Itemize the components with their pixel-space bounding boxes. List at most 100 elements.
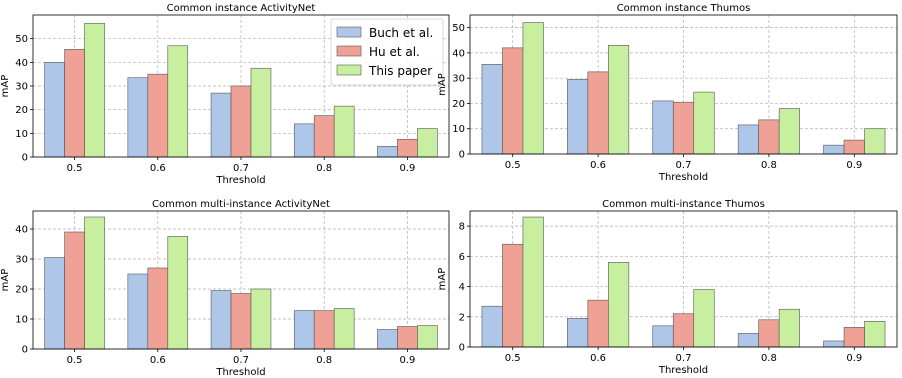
bar-buch-et-al-0.6 xyxy=(567,79,589,155)
legend-swatch xyxy=(336,64,362,76)
y-axis-label: mAP xyxy=(0,75,11,98)
x-tick-label: 0.5 xyxy=(505,353,521,364)
y-tick-label: 2 xyxy=(459,312,465,323)
bar-hu-et-al-0.6 xyxy=(587,299,609,348)
bar-buch-et-al-0.9 xyxy=(823,340,845,348)
y-tick-label: 6 xyxy=(459,252,465,263)
x-tick-label: 0.6 xyxy=(150,355,166,366)
x-tick-label: 0.8 xyxy=(761,160,777,171)
x-tick-label: 0.6 xyxy=(150,163,166,174)
legend: Buch et al. Hu et al. This paper xyxy=(330,18,444,86)
y-tick-label: 10 xyxy=(15,315,28,326)
x-axis-label: Threshold xyxy=(658,172,708,183)
bar-this-paper-0.7 xyxy=(250,67,272,158)
bar-hu-et-al-0.7 xyxy=(672,101,695,155)
bar-this-paper-0.6 xyxy=(167,45,189,158)
legend-swatch xyxy=(336,26,362,38)
y-axis-label: mAP xyxy=(437,268,448,291)
x-tick-label: 0.5 xyxy=(67,163,83,174)
y-tick-label: 50 xyxy=(15,34,28,45)
bar-hu-et-al-0.9 xyxy=(397,138,418,158)
x-tick-label: 0.9 xyxy=(846,353,862,364)
bar-buch-et-al-0.8 xyxy=(737,333,759,348)
bar-buch-et-al-0.9 xyxy=(823,144,845,155)
x-tick-label: 0.9 xyxy=(399,355,415,366)
bar-hu-et-al-0.5 xyxy=(502,47,524,155)
y-tick-label: 20 xyxy=(15,285,28,296)
bar-buch-et-al-0.8 xyxy=(293,310,315,350)
x-tick-label: 0.7 xyxy=(233,355,249,366)
x-axis-label: Threshold xyxy=(658,365,708,376)
y-tick-label: 40 xyxy=(452,48,465,59)
bar-hu-et-al-0.7 xyxy=(230,85,252,158)
bar-this-paper-0.6 xyxy=(608,262,630,348)
bar-this-paper-0.8 xyxy=(333,105,355,158)
bar-buch-et-al-0.8 xyxy=(737,124,759,155)
bar-hu-et-al-0.5 xyxy=(64,49,85,158)
x-tick-label: 0.9 xyxy=(846,160,862,171)
x-tick-label: 0.6 xyxy=(590,160,606,171)
x-tick-label: 0.5 xyxy=(67,355,83,366)
bar-this-paper-0.5 xyxy=(522,216,544,348)
legend-swatch xyxy=(336,45,362,57)
bar-hu-et-al-0.8 xyxy=(313,115,335,158)
bar-this-paper-0.8 xyxy=(778,108,800,155)
x-tick-label: 0.7 xyxy=(233,163,249,174)
chart-panel-1: 0 10 20 30 40 50 0.5 0.6 0.7 0.8 0.9 Common instanc… xyxy=(0,3,450,186)
x-tick-label: 0.7 xyxy=(676,353,692,364)
bar-buch-et-al-0.6 xyxy=(127,273,149,350)
y-tick-label: 30 xyxy=(15,255,28,266)
y-tick-label: 0 xyxy=(22,153,28,164)
bar-this-paper-0.9 xyxy=(864,321,886,348)
bar-this-paper-0.9 xyxy=(417,325,438,350)
chart-title: Common multi-instance Thumos xyxy=(602,199,765,210)
bar-this-paper-0.8 xyxy=(333,308,355,350)
bar-buch-et-al-0.5 xyxy=(44,257,65,350)
plot-frame xyxy=(32,14,450,158)
plot-frame xyxy=(469,210,898,348)
bar-buch-et-al-0.6 xyxy=(567,317,589,348)
y-axis-label: mAP xyxy=(437,73,448,96)
bar-buch-et-al-0.9 xyxy=(377,146,398,158)
bar-buch-et-al-0.7 xyxy=(652,100,674,155)
y-tick-label: 0 xyxy=(459,343,465,354)
plot-frame xyxy=(32,210,450,350)
y-tick-label: 0 xyxy=(22,345,28,356)
bar-hu-et-al-0.8 xyxy=(758,119,780,155)
bar-this-paper-0.6 xyxy=(608,45,630,155)
bar-this-paper-0.7 xyxy=(693,289,715,348)
x-tick-label: 0.7 xyxy=(676,160,692,171)
bar-buch-et-al-0.7 xyxy=(652,325,674,348)
x-tick-label: 0.8 xyxy=(761,353,777,364)
legend-label: This paper xyxy=(368,64,432,78)
y-tick-label: 40 xyxy=(15,58,28,69)
bar-this-paper-0.8 xyxy=(778,308,800,348)
y-tick-label: 0 xyxy=(459,150,465,161)
bar-this-paper-0.9 xyxy=(864,128,886,155)
bar-hu-et-al-0.5 xyxy=(502,243,524,348)
bar-hu-et-al-0.6 xyxy=(147,73,169,158)
y-tick-label: 10 xyxy=(452,124,465,135)
bar-hu-et-al-0.6 xyxy=(587,71,609,155)
bar-buch-et-al-0.5 xyxy=(481,305,503,348)
bar-buch-et-al-0.9 xyxy=(377,329,398,350)
chart-panel-2: 0 10 20 30 40 50 0.5 0.6 0.7 0.8 0.9 Common instanc… xyxy=(437,3,898,183)
x-axis-label: Threshold xyxy=(215,367,265,378)
y-axis-label: mAP xyxy=(0,269,11,292)
chart-title: Common instance Thumos xyxy=(617,3,751,14)
bar-buch-et-al-0.6 xyxy=(127,77,149,158)
bar-hu-et-al-0.9 xyxy=(843,327,865,348)
bar-hu-et-al-0.6 xyxy=(147,267,169,350)
bar-hu-et-al-0.7 xyxy=(230,293,252,350)
bar-this-paper-0.5 xyxy=(84,216,105,350)
bar-this-paper-0.7 xyxy=(693,91,715,155)
chart-title: Common instance ActivityNet xyxy=(167,3,316,14)
bar-buch-et-al-0.8 xyxy=(293,123,315,158)
y-tick-label: 10 xyxy=(15,129,28,140)
bar-buch-et-al-0.7 xyxy=(210,92,232,158)
bar-buch-et-al-0.5 xyxy=(481,63,503,155)
bar-this-paper-0.9 xyxy=(417,128,438,158)
legend-label: Hu et al. xyxy=(369,45,420,59)
bar-this-paper-0.6 xyxy=(167,236,189,350)
bar-hu-et-al-0.5 xyxy=(64,231,85,350)
